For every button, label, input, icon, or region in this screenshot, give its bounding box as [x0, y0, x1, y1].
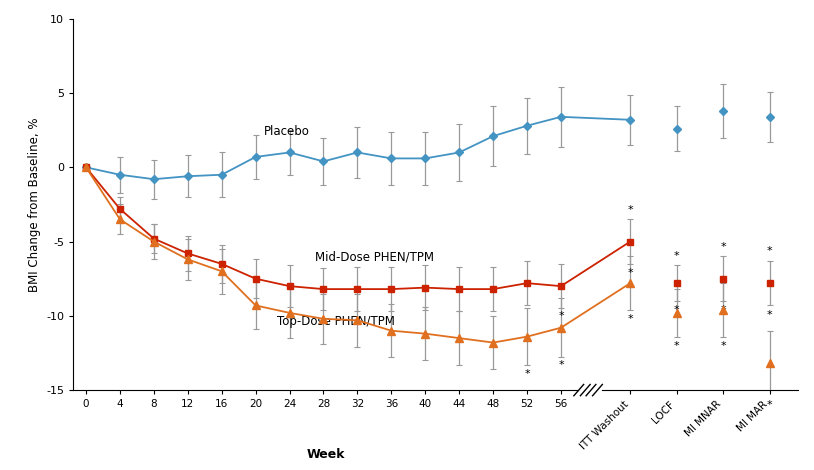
Text: *: *	[720, 306, 726, 315]
Text: *: *	[628, 268, 633, 278]
Text: *: *	[720, 242, 726, 252]
Text: *: *	[524, 369, 530, 379]
Text: *: *	[628, 314, 633, 324]
Y-axis label: BMI Change from Baseline, %: BMI Change from Baseline, %	[28, 117, 41, 292]
Text: Placebo: Placebo	[264, 125, 310, 138]
Text: *: *	[720, 341, 726, 351]
Text: *: *	[628, 205, 633, 215]
Text: *: *	[558, 312, 564, 321]
Text: *: *	[767, 310, 772, 320]
Text: *: *	[674, 306, 680, 315]
Text: Top-Dose PHEN/TPM: Top-Dose PHEN/TPM	[277, 315, 395, 328]
Text: *: *	[767, 400, 772, 410]
Text: *: *	[674, 251, 680, 261]
Text: *: *	[674, 341, 680, 351]
Text: *: *	[558, 360, 564, 370]
Text: *: *	[767, 246, 772, 257]
Text: Week: Week	[306, 447, 345, 461]
Text: Mid-Dose PHEN/TPM: Mid-Dose PHEN/TPM	[315, 251, 434, 264]
